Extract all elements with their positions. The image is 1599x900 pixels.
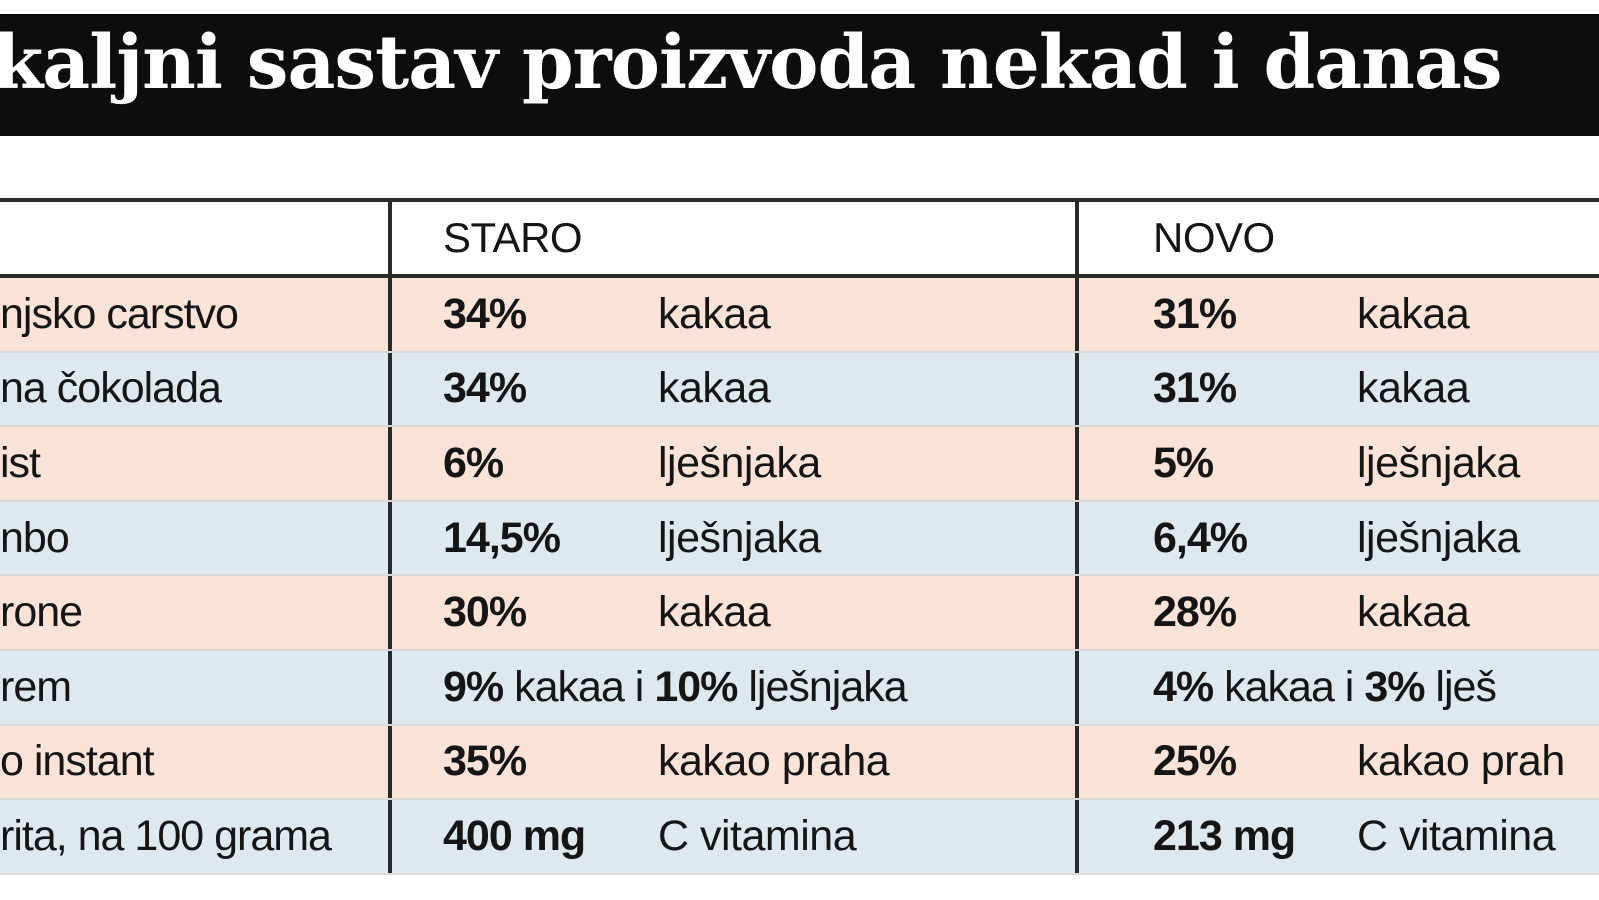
column-divider <box>1075 427 1079 500</box>
column-divider <box>388 725 392 799</box>
novo-unit: kakaa <box>1357 364 1470 413</box>
novo-unit: kakaa i <box>1224 662 1354 711</box>
column-divider <box>1075 202 1079 274</box>
column-divider <box>388 501 392 575</box>
product-name: o instant <box>0 737 155 786</box>
table-row: rem 9% kakaa i 10% lješnjaka 4% kakaa i … <box>0 650 1599 726</box>
product-name: ist <box>0 438 41 487</box>
staro-value: 6% <box>443 438 504 487</box>
column-divider <box>1075 650 1079 724</box>
column-divider <box>1075 725 1079 799</box>
column-header-staro: STARO <box>443 214 583 261</box>
staro-unit: lješnjaka <box>658 438 821 487</box>
table-row: o instant 35% kakao praha 25% kakao prah <box>0 725 1599 801</box>
staro-value: 9% <box>443 662 504 711</box>
novo-unit: kakaa <box>1357 289 1470 338</box>
staro-value: 400 mg <box>443 811 586 860</box>
staro-value: 34% <box>443 289 527 338</box>
staro-value: 35% <box>443 737 527 786</box>
table-row: na čokolada 34% kakaa 31% kakaa <box>0 352 1599 428</box>
column-divider <box>388 800 392 873</box>
staro-value-2: 10% <box>654 662 738 711</box>
novo-unit-2: lješ <box>1435 662 1497 711</box>
column-divider <box>1075 800 1079 873</box>
novo-value: 25% <box>1153 737 1237 786</box>
column-header-novo: NOVO <box>1153 214 1275 261</box>
novo-value-2: 3% <box>1364 662 1425 711</box>
table-header-row: STARO NOVO <box>0 202 1599 278</box>
novo-value: 6,4% <box>1153 513 1248 562</box>
table-row: ist 6% lješnjaka 5% lješnjaka <box>0 427 1599 502</box>
novo-unit: lješnjaka <box>1357 438 1520 487</box>
staro-unit: kakaa <box>658 588 771 637</box>
staro-combined-value: 9% kakaa i 10% lješnjaka <box>443 651 908 724</box>
staro-unit-2: lješnjaka <box>748 662 907 711</box>
staro-value: 30% <box>443 588 527 637</box>
column-divider <box>388 427 392 500</box>
staro-unit: kakaa <box>658 364 771 413</box>
product-name: nbo <box>0 513 70 562</box>
novo-value: 213 mg <box>1153 811 1296 860</box>
staro-value: 14,5% <box>443 513 561 562</box>
product-name: rone <box>0 588 83 637</box>
staro-unit: kakaa i <box>514 662 644 711</box>
column-divider <box>388 576 392 649</box>
novo-unit: C vitamina <box>1357 811 1556 860</box>
column-divider <box>1075 501 1079 575</box>
novo-value: 4% <box>1153 662 1214 711</box>
novo-value: 31% <box>1153 364 1237 413</box>
column-divider <box>388 278 392 351</box>
column-divider <box>1075 576 1079 649</box>
column-divider <box>388 650 392 724</box>
column-divider <box>388 352 392 426</box>
table-row: nbo 14,5% lješnjaka 6,4% lješnjaka <box>0 501 1599 577</box>
comparison-table: STARO NOVO njsko carstvo 34% kakaa 31% k… <box>0 198 1599 875</box>
product-name: na čokolada <box>0 364 222 413</box>
product-name: rita, na 100 grama <box>0 811 332 860</box>
chart-title: kaljni sastav proizvoda nekad i danas <box>0 20 1503 106</box>
column-divider <box>388 202 392 274</box>
title-bar: kaljni sastav proizvoda nekad i danas <box>0 14 1599 136</box>
novo-value: 28% <box>1153 588 1237 637</box>
staro-unit: kakaa <box>658 289 771 338</box>
product-name: rem <box>0 662 72 711</box>
novo-unit: kakaa <box>1357 588 1470 637</box>
staro-unit: lješnjaka <box>658 513 821 562</box>
column-divider <box>1075 278 1079 351</box>
novo-value: 31% <box>1153 289 1237 338</box>
novo-unit: lješnjaka <box>1357 513 1520 562</box>
table-row: rita, na 100 grama 400 mg C vitamina 213… <box>0 800 1599 875</box>
novo-unit: kakao prah <box>1357 737 1565 786</box>
novo-value: 5% <box>1153 438 1214 487</box>
staro-unit: kakao praha <box>658 737 890 786</box>
table-row: rone 30% kakaa 28% kakaa <box>0 576 1599 651</box>
product-name: njsko carstvo <box>0 289 239 338</box>
column-divider <box>1075 352 1079 426</box>
table-row: njsko carstvo 34% kakaa 31% kakaa <box>0 278 1599 353</box>
staro-value: 34% <box>443 364 527 413</box>
staro-unit: C vitamina <box>658 811 857 860</box>
novo-combined-value: 4% kakaa i 3% lješ <box>1153 651 1497 724</box>
